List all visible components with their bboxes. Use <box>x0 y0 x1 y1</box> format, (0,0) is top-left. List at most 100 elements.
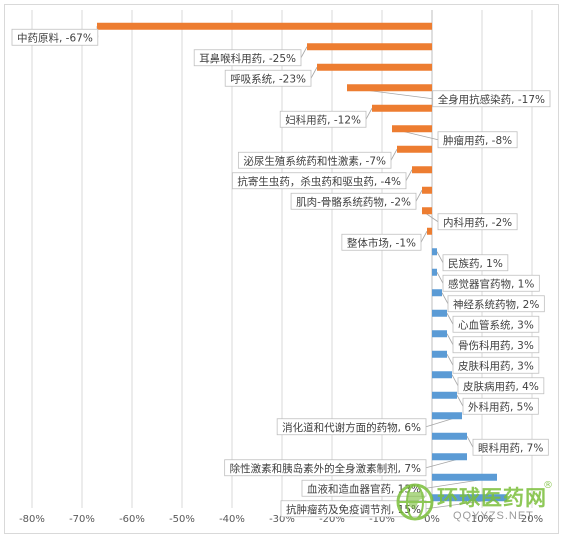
bar <box>432 248 437 256</box>
bar <box>307 43 432 51</box>
leader-line <box>415 190 423 202</box>
bar <box>392 125 432 133</box>
leader-line <box>466 436 474 448</box>
x-tick-label: -60% <box>119 514 145 525</box>
data-label: 呼吸系统, -23% <box>230 72 306 85</box>
x-tick-label: 10% <box>471 514 493 525</box>
leader-line <box>446 354 454 366</box>
chart-frame <box>4 4 559 534</box>
data-label-box <box>447 295 545 313</box>
data-label: 消化道和代谢方面的药物, 6% <box>282 421 421 434</box>
data-label-box <box>224 69 312 87</box>
data-label: 泌尿生殖系统药和性激素, -7% <box>243 154 386 167</box>
data-label: 皮肤科用药, 3% <box>458 359 534 372</box>
data-label: 血液和造血器官药, 13% <box>307 482 421 495</box>
bar <box>432 412 462 420</box>
leader-line <box>446 313 454 325</box>
x-tick-label: -50% <box>169 514 195 525</box>
data-label-box <box>231 172 407 190</box>
data-label: 耳鼻喉科用药, -25% <box>199 52 296 65</box>
bar <box>347 84 432 92</box>
x-tick-label: -30% <box>269 514 295 525</box>
data-label: 肌肉-骨骼系统药物, -2% <box>296 195 411 208</box>
data-label-box <box>290 192 417 210</box>
data-label-box <box>442 274 540 292</box>
x-tick-label: -80% <box>19 514 45 525</box>
bar <box>412 166 432 174</box>
data-label-box <box>279 110 367 128</box>
leader-line <box>451 374 459 386</box>
x-axis: -80% -70% -60% -50% -40% -30% -20% -10% 0% 10% 20%… <box>19 514 543 525</box>
x-tick-label: -10% <box>369 514 395 525</box>
globe-logo-icon <box>396 483 434 521</box>
data-label: 全身用抗感染药, -17% <box>438 93 545 106</box>
bar <box>372 104 432 112</box>
data-labels: 中药原料, -67% 耳鼻喉科用药, -25% 呼吸系统, -23% 全身用抗感染药,… <box>11 28 551 518</box>
data-label: 神经系统药物, 2% <box>453 298 539 311</box>
leader-line <box>310 67 318 79</box>
bar <box>432 391 457 399</box>
data-label-box <box>442 254 509 272</box>
bar <box>432 453 467 461</box>
watermark-registered-mark: ® <box>543 480 553 491</box>
bar <box>317 63 432 71</box>
x-tick-label: 20% <box>521 514 543 525</box>
leader-line <box>446 333 454 345</box>
data-label-box <box>472 438 549 456</box>
data-label-box <box>11 28 99 46</box>
bar <box>432 268 437 276</box>
x-tick-label: -20% <box>319 514 345 525</box>
data-label-box <box>452 315 540 333</box>
data-label-box <box>452 356 540 374</box>
bar <box>432 494 507 502</box>
data-label-box <box>462 397 539 415</box>
bars <box>97 22 507 502</box>
data-label: 抗肿瘤药及免疫调节剂, 15% <box>286 503 421 516</box>
data-label: 内科用药, -2% <box>443 216 512 229</box>
x-tick-label: 0% <box>424 514 440 525</box>
leader-line <box>436 251 444 263</box>
bar <box>422 186 432 194</box>
x-tick-label: -40% <box>219 514 245 525</box>
bar <box>432 473 497 481</box>
leader-line <box>365 108 373 120</box>
data-label-box <box>341 233 422 251</box>
data-label-box <box>193 49 302 67</box>
watermark-url: QQYYZS.NET <box>453 510 534 522</box>
bar <box>397 145 432 153</box>
data-label: 除性激素和胰岛素外的全身激素制剂, 7% <box>230 462 421 475</box>
data-label: 感觉器官药物, 1% <box>448 277 534 290</box>
data-label: 肿瘤用药, -8% <box>443 134 512 147</box>
leader-line <box>436 272 444 284</box>
watermark: 环球医药网 ® QQYYZS.NET <box>393 480 558 528</box>
data-label: 眼科用药, 7% <box>478 441 543 454</box>
bar <box>432 432 467 440</box>
data-label-box <box>224 459 427 477</box>
bar <box>432 289 442 297</box>
leader-line <box>300 46 308 58</box>
data-label: 骨伤科用药, 3% <box>458 339 534 352</box>
bar <box>432 371 452 379</box>
bar <box>97 22 432 30</box>
data-label-box <box>452 336 540 354</box>
leader-line <box>456 395 464 407</box>
data-label-box <box>237 151 392 169</box>
data-label: 心血管系统, 3% <box>458 318 534 331</box>
bar <box>422 207 432 215</box>
data-label-box <box>457 377 545 395</box>
data-label: 民族药, 1% <box>448 257 503 270</box>
data-label: 外科用药, 5% <box>468 400 533 413</box>
leader-line <box>441 292 449 304</box>
data-label-box <box>432 90 551 108</box>
data-label: 妇科用药, -12% <box>285 113 361 126</box>
watermark-brand: 环球医药网 <box>437 486 547 510</box>
data-label-box <box>276 418 427 436</box>
data-label-box <box>280 500 427 518</box>
data-label: 皮肤病用药, 4% <box>463 380 539 393</box>
x-tick-label: -70% <box>69 514 95 525</box>
bar <box>432 350 447 358</box>
data-label-box <box>437 131 518 149</box>
bar <box>432 309 447 317</box>
data-label: 抗寄生虫药，杀虫药和驱虫药, -4% <box>237 175 401 188</box>
